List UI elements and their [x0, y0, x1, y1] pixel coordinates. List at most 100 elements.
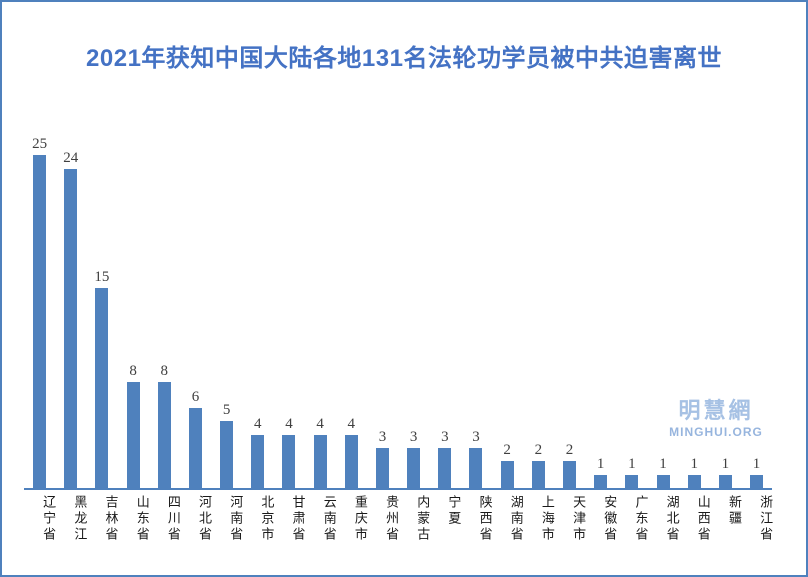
bar-column: 4 — [305, 417, 336, 488]
bar — [531, 461, 545, 488]
bar-value-label: 2 — [565, 442, 574, 458]
bar — [594, 475, 608, 488]
bar — [375, 448, 389, 488]
category-label: 四川省 — [165, 495, 181, 543]
plot-area: 25 24 15 8 8 6 5 4 4 4 4 — [24, 132, 772, 490]
bar — [718, 475, 732, 488]
category-label: 山东省 — [134, 495, 150, 543]
bars-container: 25 24 15 8 8 6 5 4 4 4 4 — [24, 132, 772, 488]
bar-column: 1 — [616, 457, 647, 488]
bar-column: 2 — [554, 443, 585, 488]
bar-column: 5 — [211, 403, 242, 488]
bar — [407, 448, 421, 488]
bar-value-label: 5 — [222, 402, 231, 418]
category-label: 河北省 — [197, 495, 213, 543]
bar-value-label: 3 — [441, 429, 449, 445]
bar-value-label: 4 — [347, 416, 356, 432]
bar — [95, 288, 109, 488]
bar-column: 8 — [118, 364, 149, 488]
category-label: 湖北省 — [664, 495, 680, 543]
bar-value-label: 24 — [63, 150, 79, 166]
bar — [126, 382, 140, 488]
bar-column: 8 — [149, 364, 180, 488]
bar — [344, 435, 358, 488]
category-label: 黑龙江 — [72, 495, 88, 543]
category-label: 山西省 — [695, 495, 711, 543]
bar-value-label: 4 — [285, 416, 293, 432]
bar-value-label: 3 — [378, 429, 387, 445]
bar — [188, 408, 202, 488]
bar-column: 3 — [429, 430, 460, 488]
bar-column: 1 — [710, 457, 741, 488]
bar — [33, 155, 47, 488]
category-label: 安徽省 — [602, 495, 618, 543]
bar — [64, 169, 78, 488]
category-label: 宁夏 — [446, 495, 462, 527]
bar — [438, 448, 452, 488]
chart-title: 2021年获知中国大陆各地131名法轮功学员被中共迫害离世 — [86, 45, 722, 72]
bar-value-label: 1 — [690, 456, 698, 472]
bar — [220, 421, 234, 488]
bar-column: 1 — [741, 457, 772, 488]
bar — [656, 475, 670, 488]
category-label: 内蒙古 — [415, 495, 431, 543]
bar-column: 2 — [523, 443, 554, 488]
category-label: 吉林省 — [103, 495, 119, 543]
bar-column: 1 — [679, 457, 710, 488]
category-label: 甘肃省 — [290, 495, 306, 543]
category-label: 上海市 — [539, 495, 555, 543]
category-label: 广东省 — [633, 495, 649, 543]
bar-column: 2 — [492, 443, 523, 488]
category-label: 浙江省 — [758, 495, 774, 543]
category-label: 湖南省 — [508, 495, 524, 543]
bar — [313, 435, 327, 488]
category-label: 天津市 — [571, 495, 587, 543]
bar-value-label: 2 — [503, 442, 511, 458]
bar-value-label: 3 — [472, 429, 480, 445]
bar-value-label: 6 — [191, 389, 200, 405]
category-label: 新疆 — [726, 495, 742, 527]
bar-column: 4 — [242, 417, 273, 488]
bar — [157, 382, 171, 488]
bar-value-label: 25 — [32, 136, 48, 152]
bar-column: 3 — [367, 430, 398, 488]
category-label: 陕西省 — [477, 495, 493, 543]
bar-value-label: 8 — [160, 363, 169, 379]
bar — [500, 461, 514, 488]
category-label: 河南省 — [228, 495, 244, 543]
bar — [750, 475, 764, 488]
category-label: 云南省 — [321, 495, 337, 543]
bar-value-label: 1 — [659, 456, 667, 472]
category-label: 北京市 — [259, 495, 275, 543]
bar-column: 25 — [24, 137, 55, 488]
bar-column: 3 — [398, 430, 429, 488]
category-label: 重庆市 — [352, 495, 368, 543]
category-label: 贵州省 — [384, 495, 400, 543]
bar — [282, 435, 296, 488]
bar-value-label: 15 — [94, 269, 110, 285]
bar-value-label: 2 — [534, 442, 543, 458]
bar — [687, 475, 701, 488]
bar — [625, 475, 639, 488]
bar-column: 1 — [585, 457, 616, 488]
bar-column: 6 — [180, 390, 211, 488]
category-label: 辽宁省 — [41, 495, 57, 543]
bar-column: 4 — [336, 417, 367, 488]
bar-value-label: 1 — [752, 456, 761, 472]
bar-value-label: 3 — [409, 429, 418, 445]
x-axis-labels: 辽宁省 黑龙江 吉林省 山东省 四川省 河北省 河南省 北京市 甘肃省 云南省 … — [24, 495, 774, 543]
bar-column: 4 — [273, 417, 304, 488]
bar-value-label: 1 — [628, 456, 636, 472]
bar-column: 1 — [647, 457, 678, 488]
bar — [469, 448, 483, 488]
bar-value-label: 1 — [721, 456, 730, 472]
bar-value-label: 4 — [316, 416, 324, 432]
bar-column: 24 — [55, 151, 86, 488]
bar-value-label: 8 — [129, 363, 137, 379]
bar-column: 3 — [460, 430, 491, 488]
bar — [563, 461, 576, 488]
bar — [251, 435, 265, 488]
bar-column: 15 — [86, 270, 117, 488]
bar-value-label: 1 — [596, 456, 605, 472]
bar-value-label: 4 — [254, 416, 262, 432]
